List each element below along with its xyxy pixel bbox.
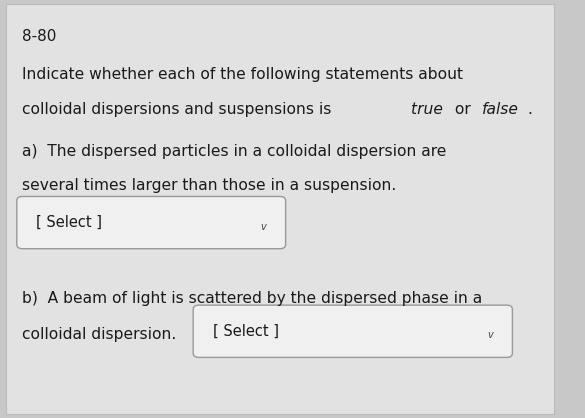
Text: [ Select ]: [ Select ] xyxy=(36,215,102,230)
Text: true: true xyxy=(411,102,442,117)
Text: v: v xyxy=(487,331,493,340)
Text: false: false xyxy=(481,102,518,117)
Text: or: or xyxy=(450,102,476,117)
Text: colloidal dispersions and suspensions is: colloidal dispersions and suspensions is xyxy=(22,102,336,117)
Text: b)  A beam of light is scattered by the dispersed phase in a: b) A beam of light is scattered by the d… xyxy=(22,291,483,306)
FancyBboxPatch shape xyxy=(193,305,512,357)
Text: several times larger than those in a suspension.: several times larger than those in a sus… xyxy=(22,178,397,194)
Text: v: v xyxy=(260,222,266,232)
Text: [ Select ]: [ Select ] xyxy=(213,324,279,339)
Text: .: . xyxy=(527,102,532,117)
FancyBboxPatch shape xyxy=(6,4,555,414)
Text: 8-80: 8-80 xyxy=(22,29,57,44)
Text: a)  The dispersed particles in a colloidal dispersion are: a) The dispersed particles in a colloida… xyxy=(22,144,447,159)
Text: colloidal dispersion.: colloidal dispersion. xyxy=(22,327,177,342)
Text: Indicate whether each of the following statements about: Indicate whether each of the following s… xyxy=(22,67,463,82)
FancyBboxPatch shape xyxy=(17,196,285,249)
